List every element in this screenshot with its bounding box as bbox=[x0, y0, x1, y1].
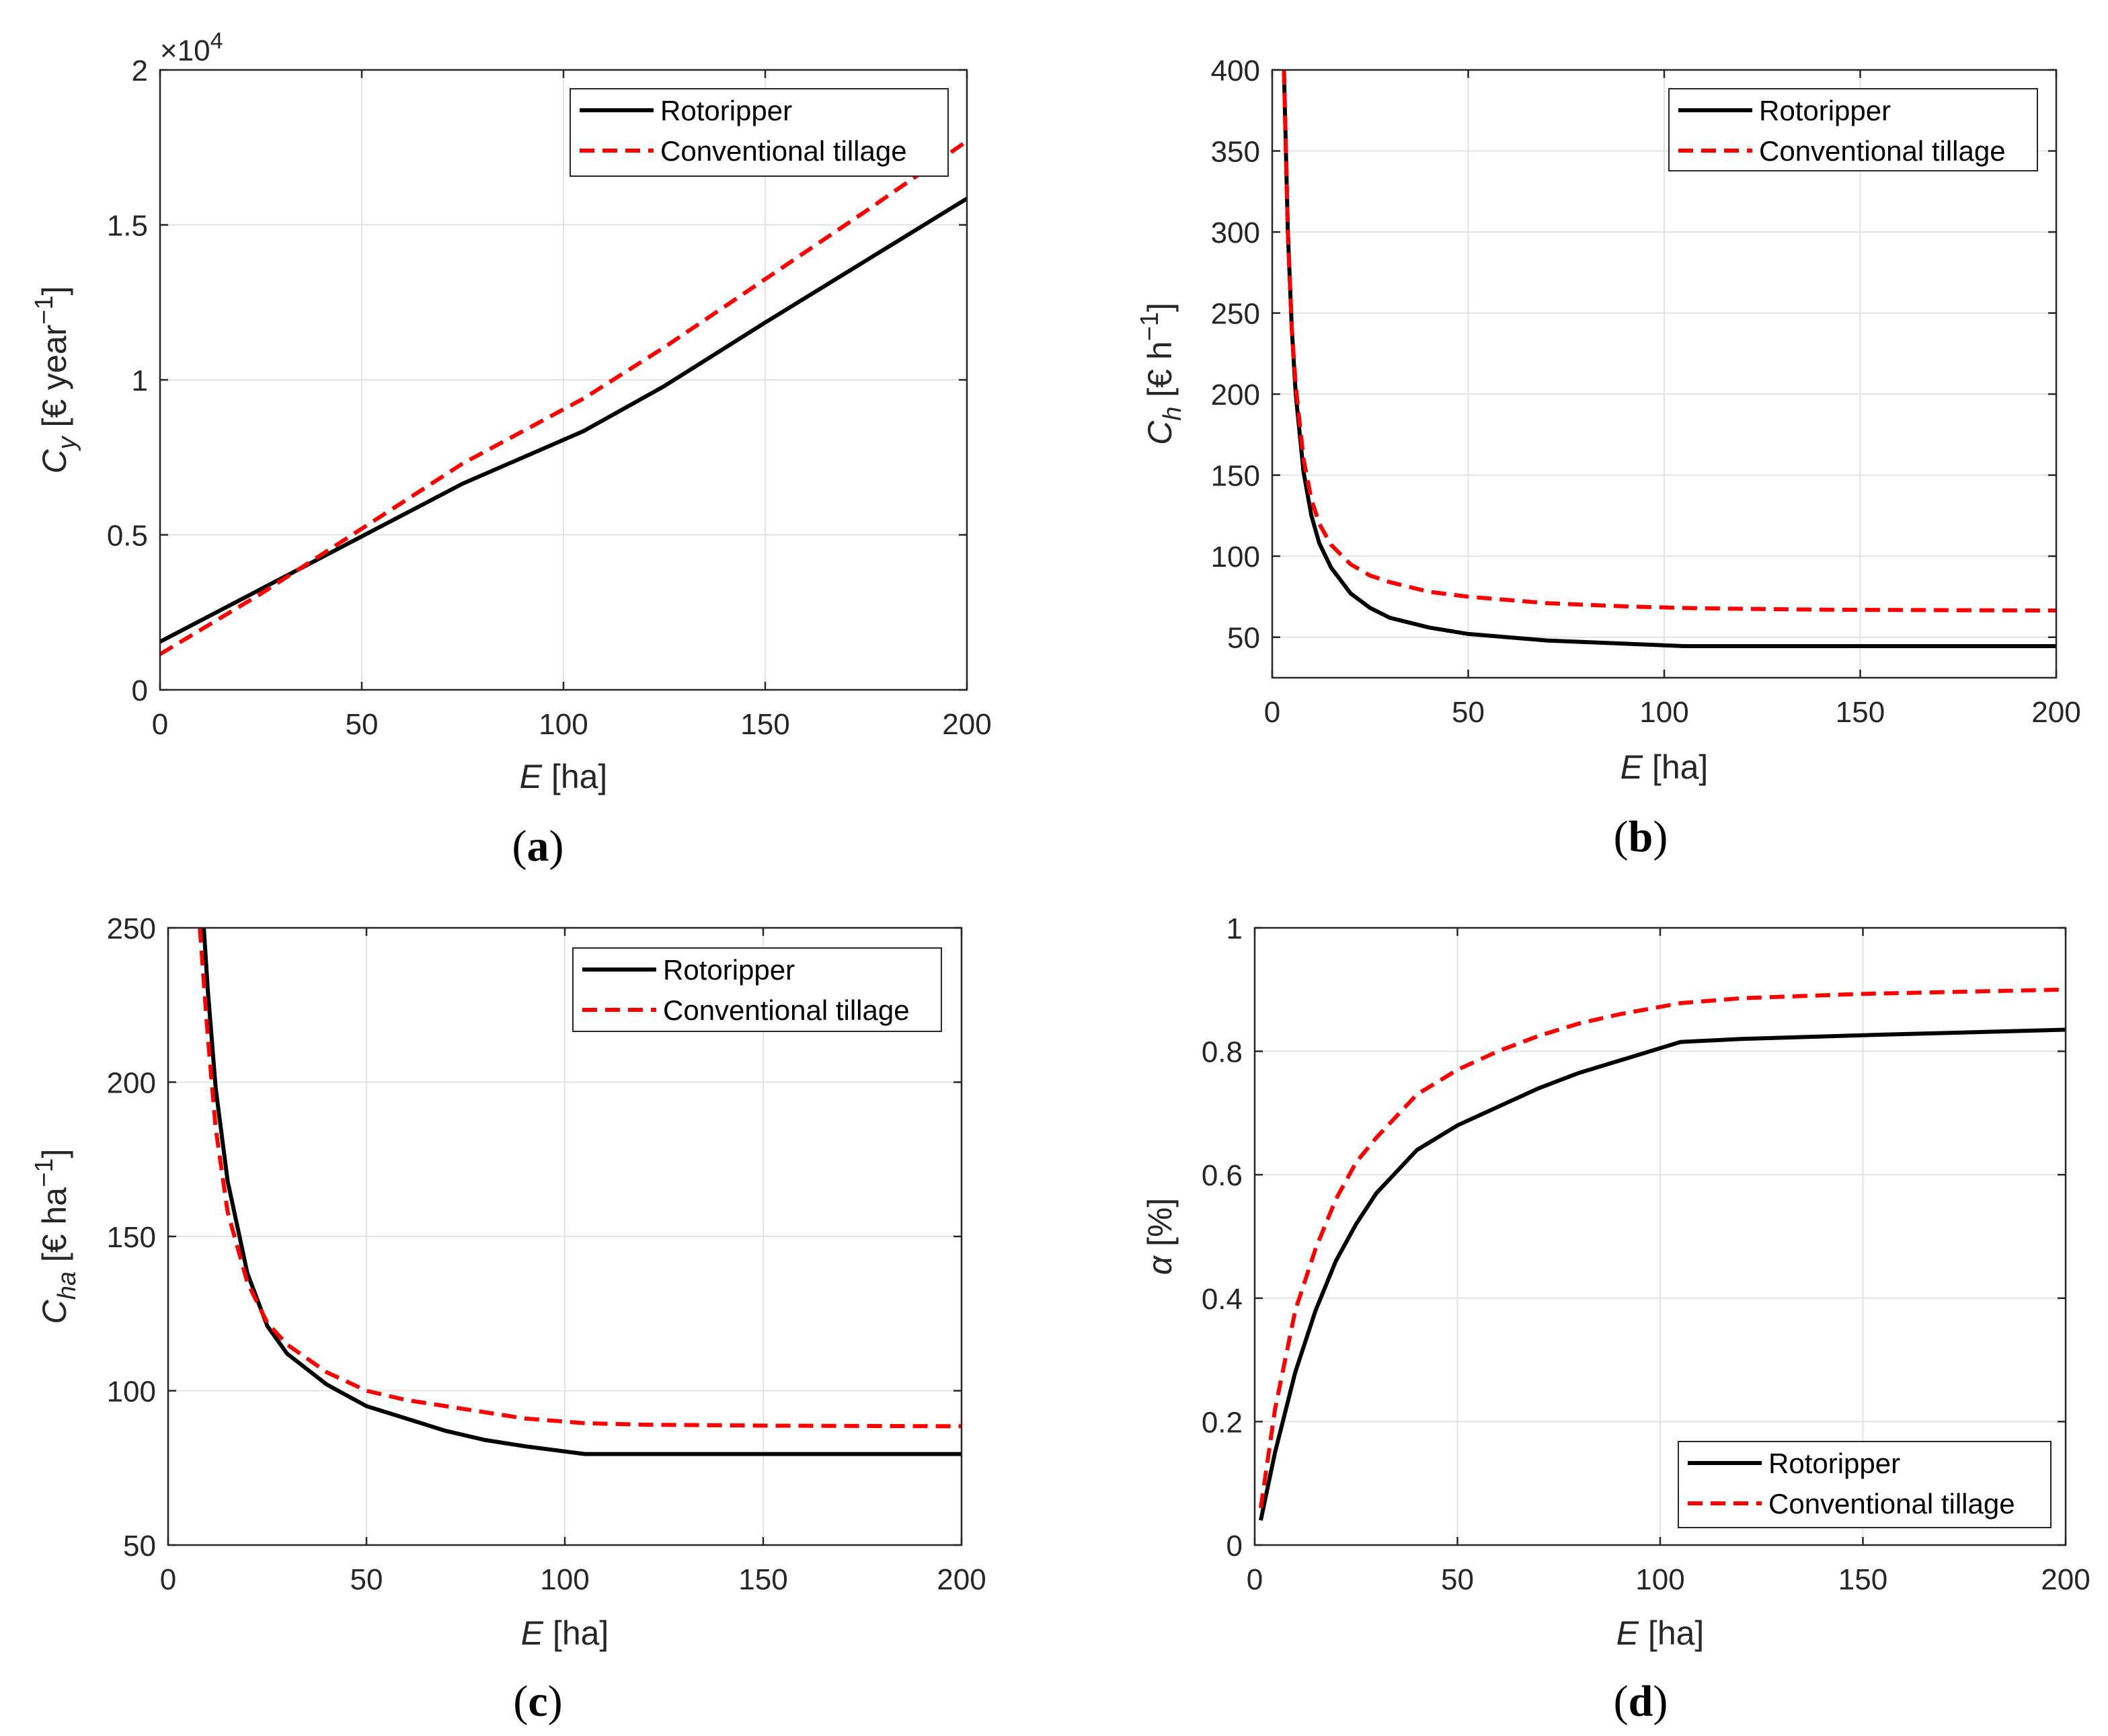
x-axis-label: E [ha] bbox=[1616, 1614, 1705, 1652]
x-tick-label: 200 bbox=[937, 1563, 986, 1596]
y-tick-label: 250 bbox=[107, 912, 156, 945]
legend-box bbox=[1668, 88, 2038, 171]
y-tick-label: 50 bbox=[1227, 622, 1260, 655]
legend-box bbox=[1678, 1441, 2052, 1528]
series-line-rotoripper bbox=[202, 928, 962, 1456]
panel-a: 0 50 100 150 200 0 0.5 1 1.5 2 ×104 E [ha] Cy [€ yea… bbox=[30, 28, 992, 871]
panel-caption: (b) bbox=[1614, 812, 1668, 861]
x-tick-label: 0 bbox=[1264, 696, 1280, 729]
y-tick-label: 400 bbox=[1211, 54, 1260, 87]
legend-box bbox=[570, 88, 949, 177]
legend-entry: Conventional tillage bbox=[663, 994, 910, 1026]
y-tick-label: 200 bbox=[107, 1067, 156, 1100]
y-tick-label: 0.8 bbox=[1202, 1036, 1243, 1069]
x-tick-label: 200 bbox=[2031, 696, 2080, 729]
legend-box bbox=[572, 947, 942, 1032]
series-line-conventional-tillage bbox=[198, 928, 962, 1429]
y-tick-label: 0.5 bbox=[107, 520, 148, 553]
y-axis-label: Cha [€ ha−1] bbox=[30, 1149, 81, 1325]
x-tick-label: 0 bbox=[160, 1563, 176, 1596]
panel-b: 0 50 100 150 200 50 100 150 200 250 300 350 400 E [ha… bbox=[1136, 54, 2081, 861]
y-tick-label: 0 bbox=[1226, 1530, 1243, 1563]
y-tick-label: 1 bbox=[1226, 912, 1243, 945]
y-tick-label: 0 bbox=[132, 674, 148, 707]
x-tick-label: 50 bbox=[1452, 696, 1485, 729]
series-line-rotoripper bbox=[160, 196, 967, 644]
legend: Rotoripper Conventional tillage bbox=[1668, 88, 2038, 171]
legend-entry: Rotoripper bbox=[663, 954, 795, 986]
x-tick-label: 150 bbox=[738, 1563, 787, 1596]
y-tick-label: 50 bbox=[123, 1530, 156, 1563]
series-line-rotoripper bbox=[1259, 1027, 2066, 1521]
y-tick-label: 200 bbox=[1211, 379, 1260, 411]
x-axis-label: E [ha] bbox=[520, 758, 608, 795]
x-tick-label: 100 bbox=[540, 1563, 589, 1596]
y-tick-label: 350 bbox=[1211, 136, 1260, 169]
x-axis-label: E [ha] bbox=[521, 1614, 609, 1652]
panel-caption: (a) bbox=[512, 822, 564, 871]
legend-entry: Rotoripper bbox=[1768, 1448, 1900, 1479]
legend-entry: Rotoripper bbox=[1759, 95, 1891, 126]
y-axis-label: α [%] bbox=[1141, 1198, 1179, 1275]
x-tick-label: 200 bbox=[942, 708, 991, 741]
legend: Rotoripper Conventional tillage bbox=[570, 88, 949, 177]
y-tick-label: 150 bbox=[107, 1221, 156, 1254]
legend-entry: Conventional tillage bbox=[1759, 135, 2006, 167]
y-tick-label: 1 bbox=[132, 364, 148, 397]
y-tick-label: 0.6 bbox=[1202, 1159, 1243, 1192]
y-tick-label: 1.5 bbox=[107, 210, 148, 243]
x-tick-label: 50 bbox=[350, 1563, 383, 1596]
y-axis-label: Ch [€ h−1] bbox=[1136, 303, 1187, 445]
x-tick-label: 50 bbox=[346, 708, 379, 741]
x-axis-label: E [ha] bbox=[1621, 748, 1709, 786]
y-axis-label: Cy [€ year−1] bbox=[30, 286, 81, 473]
y-tick-label: 300 bbox=[1211, 216, 1260, 249]
panel-caption: (d) bbox=[1614, 1677, 1668, 1726]
legend: Rotoripper Conventional tillage bbox=[572, 947, 942, 1032]
x-tick-label: 150 bbox=[1838, 1563, 1887, 1596]
legend-entry: Conventional tillage bbox=[660, 135, 907, 167]
y-tick-label: 2 bbox=[132, 54, 148, 87]
y-exponent-label: ×104 bbox=[160, 28, 223, 67]
x-tick-label: 0 bbox=[1247, 1563, 1263, 1596]
x-tick-label: 150 bbox=[1836, 696, 1885, 729]
y-tick-label: 100 bbox=[107, 1376, 156, 1409]
panel-caption: (c) bbox=[513, 1677, 562, 1726]
legend-entry: Conventional tillage bbox=[1768, 1488, 2015, 1520]
y-tick-label: 150 bbox=[1211, 460, 1260, 493]
x-tick-label: 50 bbox=[1441, 1563, 1474, 1596]
x-tick-label: 100 bbox=[1635, 1563, 1684, 1596]
panel-d: 0 50 100 150 200 0 0.2 0.4 0.6 0.8 1 E [ha] α [%] Rot… bbox=[1141, 912, 2091, 1726]
x-tick-label: 100 bbox=[539, 708, 588, 741]
y-tick-label: 0.4 bbox=[1202, 1283, 1243, 1316]
x-tick-label: 150 bbox=[740, 708, 789, 741]
y-tick-label: 100 bbox=[1211, 541, 1260, 574]
legend: Rotoripper Conventional tillage bbox=[1678, 1441, 2052, 1528]
y-tick-label: 250 bbox=[1211, 298, 1260, 331]
x-tick-label: 200 bbox=[2041, 1563, 2090, 1596]
y-tick-label: 0.2 bbox=[1202, 1406, 1243, 1439]
x-tick-label: 100 bbox=[1639, 696, 1688, 729]
x-tick-label: 0 bbox=[152, 708, 168, 741]
legend-entry: Rotoripper bbox=[660, 95, 792, 126]
